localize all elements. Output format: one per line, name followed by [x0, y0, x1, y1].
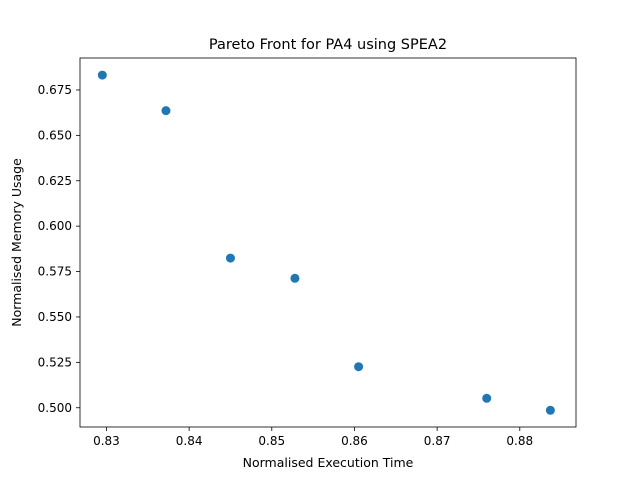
y-tick-label: 0.675: [38, 83, 72, 97]
data-point: [545, 405, 555, 415]
y-tick-label: 0.525: [38, 355, 72, 369]
data-points: [97, 70, 555, 415]
data-point: [225, 253, 235, 263]
x-axis-label: Normalised Execution Time: [243, 455, 414, 470]
x-tick-label: 0.83: [93, 434, 120, 448]
x-tick-label: 0.85: [258, 434, 285, 448]
x-tick-label: 0.87: [424, 434, 451, 448]
y-axis-label: Normalised Memory Usage: [9, 158, 24, 327]
y-tick-label: 0.575: [38, 265, 72, 279]
x-tick-label: 0.84: [176, 434, 203, 448]
y-axis-ticks: 0.500 0.525 0.550 0.575 0.600 0.625 0.650 0.675: [38, 83, 80, 415]
x-tick-label: 0.88: [506, 434, 533, 448]
y-tick-label: 0.625: [38, 174, 72, 188]
data-point: [482, 393, 492, 403]
x-tick-label: 0.86: [341, 434, 368, 448]
chart-title: Pareto Front for PA4 using SPEA2: [209, 37, 447, 53]
y-tick-label: 0.550: [38, 310, 72, 324]
axes-frame: [79, 57, 577, 428]
y-tick-label: 0.500: [38, 401, 72, 415]
data-point: [290, 273, 300, 283]
y-tick-label: 0.600: [38, 219, 72, 233]
data-point: [354, 362, 364, 372]
x-axis-ticks: 0.83 0.84 0.85 0.86 0.87 0.88: [93, 427, 533, 448]
y-tick-label: 0.650: [38, 128, 72, 142]
data-point: [161, 106, 171, 116]
data-point: [97, 70, 107, 80]
